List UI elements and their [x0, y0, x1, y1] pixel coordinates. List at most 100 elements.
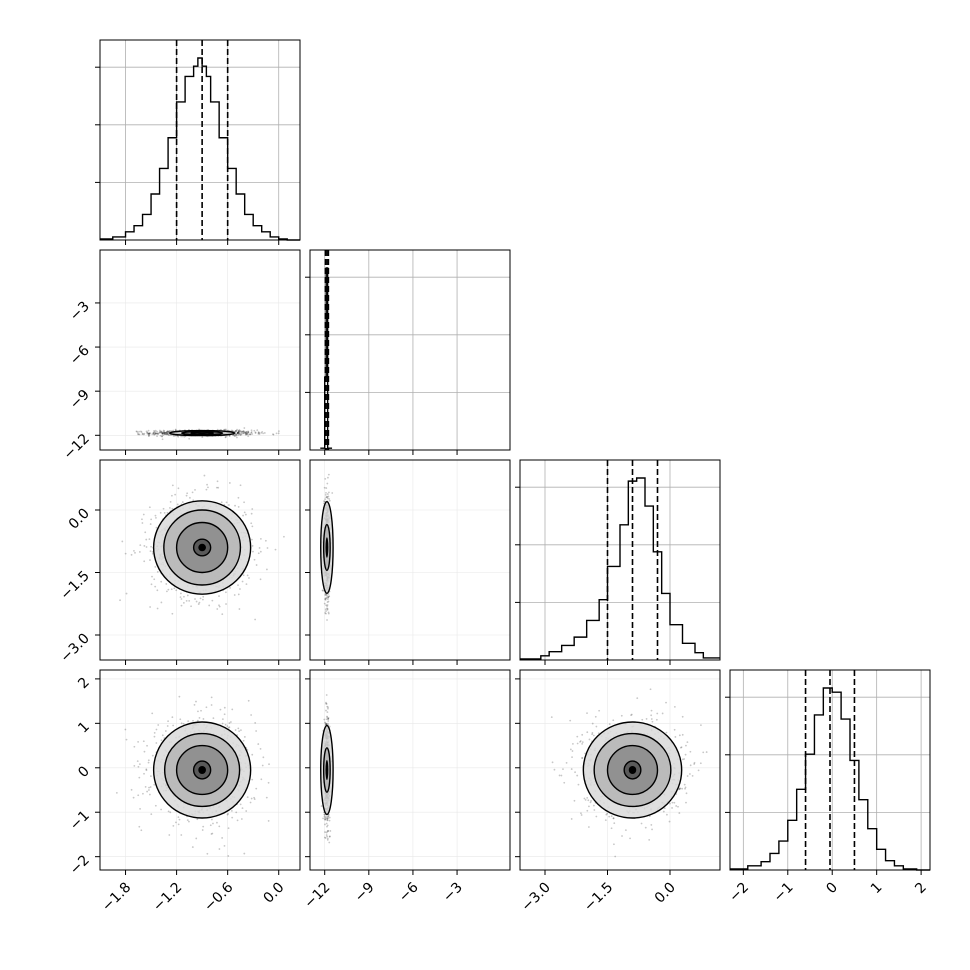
scatter-point [235, 433, 238, 436]
scatter-point [217, 486, 220, 489]
scatter-point [185, 494, 188, 497]
scatter-point [160, 601, 163, 604]
scatter-point [148, 789, 150, 791]
panel-background [310, 250, 510, 450]
scatter-point [162, 431, 165, 433]
scatter-point [259, 550, 262, 553]
scatter-point [327, 593, 330, 595]
panel-frame [309, 459, 511, 661]
scatter-point [591, 722, 594, 725]
scatter-point [191, 491, 194, 494]
scatter-point [588, 738, 591, 741]
scatter-point [268, 763, 270, 766]
scatter-point [147, 432, 150, 435]
scatter-point [244, 431, 247, 434]
scatter-point [143, 560, 146, 563]
scatter-point [326, 482, 329, 485]
scatter-point [325, 496, 328, 499]
scatter-point [327, 707, 329, 710]
scatter-point [258, 433, 261, 435]
scatter-point [130, 553, 133, 556]
scatter-point [156, 570, 159, 573]
scatter-point [245, 432, 247, 435]
scatter-point [160, 430, 162, 433]
density-core [325, 537, 329, 558]
scatter-point [323, 602, 326, 605]
scatter-point [242, 739, 245, 742]
panel-frame [729, 669, 931, 871]
scatter-point [693, 763, 696, 765]
scatter-point [181, 501, 184, 503]
scatter-point [218, 604, 220, 607]
scatter-point [140, 829, 143, 832]
scatter-point [175, 589, 178, 592]
scatter-point [326, 819, 329, 822]
scatter-point [253, 429, 256, 432]
scatter-point [170, 434, 173, 437]
scatter-point [188, 599, 191, 602]
scatter-point [192, 719, 194, 722]
density-core [325, 760, 329, 780]
scatter-point [171, 612, 174, 615]
scatter-point [157, 433, 159, 436]
scatter-point [147, 433, 150, 436]
scatter-point [141, 433, 144, 436]
scatter-point [266, 568, 268, 571]
scatter-point [258, 431, 260, 434]
scatter-point [242, 432, 245, 435]
scatter-point [328, 816, 331, 819]
scatter-point [237, 430, 240, 432]
scatter-point [161, 432, 163, 435]
scatter-point [245, 583, 248, 585]
scatter-point [239, 803, 242, 806]
scatter-point [138, 776, 141, 779]
density-core [198, 543, 206, 552]
histogram-panel-3 [725, 669, 931, 875]
histogram-panel-1 [305, 249, 511, 455]
scatter-point [259, 537, 262, 540]
scatter-point [153, 783, 156, 786]
scatter-point [237, 584, 239, 587]
scatter-point [160, 432, 163, 434]
scatter-point [148, 786, 150, 789]
scatter-point [261, 764, 264, 767]
scatter-point [152, 432, 155, 435]
scatter-point [257, 432, 260, 435]
scatter-point [553, 768, 556, 771]
scatter-point [178, 695, 181, 698]
scatter-point [205, 488, 208, 491]
scatter-point [146, 432, 149, 435]
scatter-point [139, 808, 141, 810]
scatter-point [246, 796, 249, 799]
scatter-point [148, 538, 151, 541]
scatter-point [237, 431, 240, 433]
scatter-point [163, 512, 166, 514]
scatter-point [237, 431, 240, 434]
scatter-point [236, 432, 239, 435]
scatter-point [166, 725, 169, 727]
scatter-point [152, 432, 155, 435]
scatter-point [145, 538, 148, 541]
scatter-point [147, 761, 150, 764]
scatter-point [166, 590, 168, 593]
scatter-point [164, 432, 167, 435]
scatter-point [197, 603, 200, 605]
scatter-point [162, 434, 165, 437]
scatter-point [183, 435, 186, 438]
panel-frame [99, 39, 301, 241]
scatter-point [253, 798, 256, 800]
scatter-point [323, 486, 326, 489]
scatter-point [239, 432, 241, 435]
scatter-point [154, 429, 157, 432]
scatter-point [322, 590, 324, 592]
scatter-point [163, 433, 166, 436]
scatter-point [159, 431, 162, 434]
scatter-point [226, 813, 229, 816]
scatter-point [173, 587, 176, 590]
scatter-point [201, 436, 204, 439]
scatter-point [232, 434, 235, 437]
scatter-point [587, 826, 590, 828]
scatter-point [200, 709, 202, 712]
scatter-point [321, 589, 324, 592]
scatter-point [243, 501, 245, 504]
